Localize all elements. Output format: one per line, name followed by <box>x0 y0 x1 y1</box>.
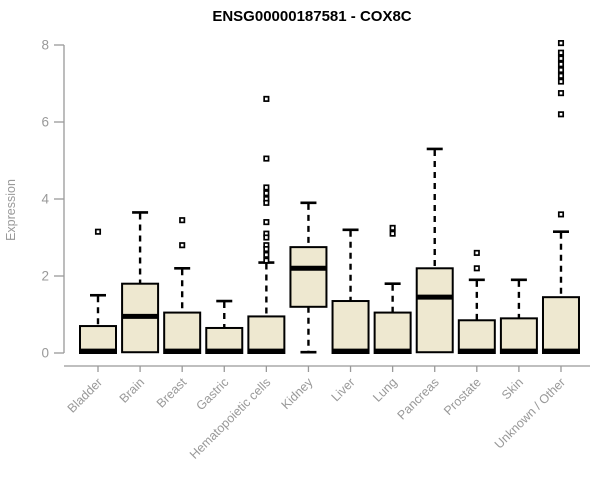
box-body[interactable] <box>373 311 412 355</box>
outlier-point[interactable] <box>557 90 565 97</box>
box-skin[interactable] <box>499 278 538 355</box>
outlier-point[interactable] <box>557 78 565 85</box>
outlier-point[interactable] <box>557 40 565 47</box>
outlier-point[interactable] <box>557 61 565 68</box>
x-axis-label-breast: Breast <box>154 375 190 411</box>
y-tick-label: 4 <box>41 192 49 207</box>
y-tick-label: 0 <box>41 346 49 361</box>
box-unknown-other[interactable] <box>541 40 580 354</box>
box-prostate[interactable] <box>457 249 496 354</box>
box-body[interactable] <box>415 267 454 354</box>
box-body[interactable] <box>79 325 117 354</box>
box-lung[interactable] <box>373 224 412 355</box>
chart-title: ENSG00000187581 - COX8C <box>212 8 411 25</box>
outlier-point[interactable] <box>557 55 565 62</box>
outlier-point[interactable] <box>263 199 270 206</box>
box-body[interactable] <box>163 311 202 355</box>
y-axis-title: Expression <box>4 179 18 241</box>
x-axis-label-liver: Liver <box>329 375 358 404</box>
outlier-point[interactable] <box>557 111 565 118</box>
box-body[interactable] <box>247 315 286 354</box>
outlier-point[interactable] <box>473 265 480 272</box>
x-axis-label-lung: Lung <box>370 375 400 405</box>
outlier-point[interactable] <box>179 217 186 224</box>
outlier-point[interactable] <box>263 246 270 253</box>
x-axis-label-prostate: Prostate <box>441 375 484 418</box>
box-liver[interactable] <box>331 228 370 354</box>
outlier-point[interactable] <box>389 224 396 231</box>
outlier-point[interactable] <box>263 95 270 102</box>
outlier-point[interactable] <box>389 230 396 237</box>
x-axis-label-brain: Brain <box>117 375 148 406</box>
box-body[interactable] <box>499 317 538 355</box>
outlier-point[interactable] <box>94 228 102 235</box>
box-body[interactable] <box>457 319 496 354</box>
box-body[interactable] <box>541 296 580 354</box>
box-bladder[interactable] <box>79 228 117 354</box>
outlier-point[interactable] <box>557 211 565 218</box>
box-body[interactable] <box>289 246 328 308</box>
y-tick-label: 6 <box>41 115 49 130</box>
box-kidney[interactable] <box>289 201 328 354</box>
outlier-point[interactable] <box>263 190 270 197</box>
box-hematopoietic-cells[interactable] <box>247 95 286 354</box>
outlier-point[interactable] <box>263 257 270 264</box>
x-axis-label-hematopoietic-cells: Hematopoietic cells <box>187 375 274 462</box>
outlier-point[interactable] <box>263 251 270 258</box>
x-axis-label-pancreas: Pancreas <box>395 375 442 422</box>
outlier-point[interactable] <box>557 72 565 79</box>
outlier-point[interactable] <box>263 219 270 226</box>
y-axis: 0 2 4 6 8 <box>41 38 65 361</box>
box-brain[interactable] <box>121 211 160 354</box>
boxplot-series <box>79 40 580 355</box>
outlier-point[interactable] <box>557 66 565 74</box>
x-axis-label-bladder: Bladder <box>65 375 105 415</box>
outlier-point[interactable] <box>263 234 270 241</box>
box-body[interactable] <box>331 300 370 354</box>
x-axis-label-kidney: Kidney <box>279 375 316 412</box>
x-axis-label-skin: Skin <box>499 375 526 402</box>
outlier-point[interactable] <box>557 49 565 56</box>
box-gastric[interactable] <box>205 299 244 355</box>
y-tick-label: 2 <box>41 269 49 284</box>
x-axis-label-gastric: Gastric <box>193 375 231 413</box>
outlier-point[interactable] <box>473 249 480 256</box>
y-tick-label: 8 <box>41 38 49 53</box>
outlier-point[interactable] <box>263 155 270 162</box>
outlier-point[interactable] <box>179 242 186 249</box>
box-pancreas[interactable] <box>415 147 454 354</box>
box-breast[interactable] <box>163 217 202 355</box>
outlier-point[interactable] <box>263 184 270 191</box>
